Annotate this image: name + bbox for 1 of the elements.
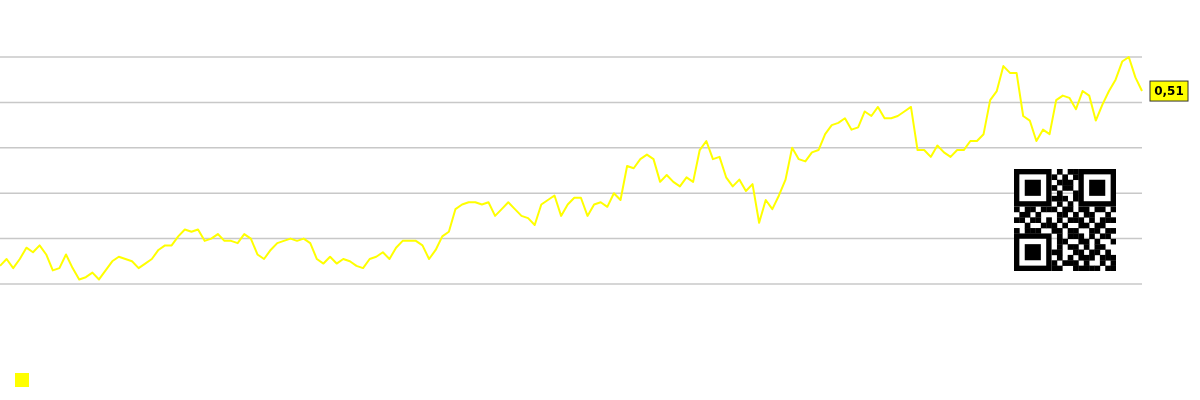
text: 0,51 (1154, 84, 1184, 99)
